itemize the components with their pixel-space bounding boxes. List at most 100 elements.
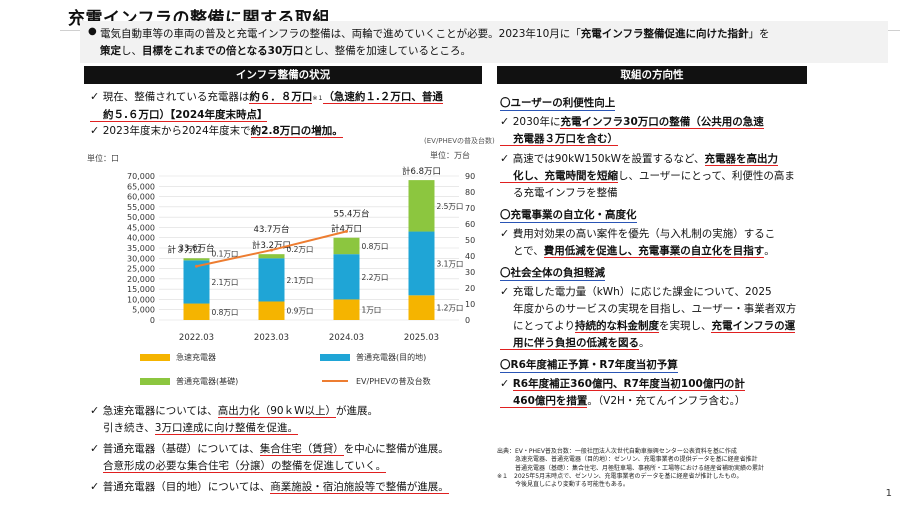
bottom-b1-b: が進展。 — [335, 405, 378, 417]
left-bottom-bullets: ✓ 急速充電器については、高出力化（90ｋW以上）が進展。 引き続き、3万口達成… — [90, 402, 500, 496]
y-tick-left: 55,000 — [127, 203, 155, 212]
bar-total-label: 計3.2万口 — [252, 240, 291, 251]
y-tick-left: 40,000 — [127, 234, 155, 243]
section-budget: 〇R6年度補正予算・R7年度当初予算 — [500, 359, 678, 373]
s2-b1-b: とで、 — [513, 245, 544, 257]
bar-value-label: 0.8万口 — [362, 242, 389, 251]
bottom-b3-a: 普通充電器（基礎）については、 — [102, 443, 260, 455]
s4-b1-u: R6年度補正360億円、R7年度当初100億円の計 — [512, 378, 745, 391]
s1-b2-b: し、ユーザーにとって、利便性の高ま — [618, 170, 795, 182]
s2-bullet-1: ✓ 費用対効果の高い案件を優先（与入札制の実施）するこ とで、費用低減を促進し、… — [500, 225, 805, 260]
bottom-b4-u: 合意形成の必要な集合住宅（分譲）の整備を促進していく。 — [103, 460, 387, 473]
s1-b1-u: 充電インフラ30万口の整備（公共用の急速 — [560, 116, 764, 129]
bar-rapid — [183, 303, 210, 320]
bar-destination — [258, 258, 285, 302]
y-tick-left: 30,000 — [127, 254, 155, 263]
bar-total-label: 計4万口 — [331, 224, 362, 235]
s2-b1-c: 。 — [764, 245, 775, 257]
y-tick-left: 15,000 — [127, 285, 155, 294]
bottom-bullet-2b: 合意形成の必要な集合住宅（分譲）の整備を促進していく。 — [90, 458, 500, 475]
check-icon: ✓ — [90, 90, 103, 103]
bottom-bullet-1b: 引き続き、3万口達成に向け整備を促進。 — [90, 420, 500, 437]
y-tick-left: 35,000 — [127, 244, 155, 253]
legend-label-destination: 普通充電器(目的地) — [356, 353, 427, 362]
s1-bullet-1: ✓ 2030年に充電インフラ30万口の整備（公共用の急速 充電器３万口を含む） — [500, 113, 805, 148]
s3-b1-c: にとってより — [513, 320, 575, 332]
s1-b2-c: る充電インフラを整備 — [513, 187, 618, 199]
y-tick-left: 70,000 — [127, 172, 155, 181]
s1-b1-u2: 充電器３万口を含む） — [500, 133, 618, 146]
bottom-b3-u: 集合住宅（賃貸） — [259, 443, 344, 456]
y-tick-right: 30 — [465, 268, 475, 277]
ev-value-label: 33.6万台 — [179, 243, 215, 254]
y-tick-right: 50 — [465, 236, 475, 245]
bar-basic — [258, 254, 285, 259]
y-tick-left: 5,000 — [132, 306, 155, 315]
s3-bullet-1: ✓ 充電した電力量（kWh）に応じた課金について、2025 年度からのサービスの… — [500, 283, 805, 352]
summary-line1: 電気自動車等の車両の普及と充電インフラの整備は、両輪で進めていくことが必要。20… — [100, 28, 581, 40]
left-b1-total: 約６．８万口 — [249, 91, 313, 104]
left-b1-line2: 約５.６万口）【2024年度末時点】 — [90, 109, 268, 122]
y-tick-left: 10,000 — [127, 295, 155, 304]
bottom-b2-a: 引き続き、 — [103, 422, 155, 434]
footnotes: 出典：EV・PHEV普及台数：一般社団法人次世代自動車振興センター公表資料を基に… — [497, 448, 817, 489]
left-b1-breakdown: （急速約１.２万口、普通 — [323, 91, 443, 104]
s3-b1-u: 持続的な料金制度 — [574, 320, 659, 333]
summary-guideline: 充電インフラ整備促進に向けた指針 — [580, 28, 749, 40]
y-tick-right: 90 — [465, 172, 475, 181]
y-tick-right: 10 — [465, 300, 475, 309]
bar-basic — [333, 237, 360, 255]
y-tick-left: 20,000 — [127, 275, 155, 284]
bar-total-label: 計３万口 — [167, 244, 201, 255]
bar-rapid — [333, 299, 360, 320]
footnote-3: 普通充電器（基礎）：集合住宅、月極駐車場、事務所・工場等における経産省補助実績の… — [497, 464, 765, 472]
y-tick-right: 70 — [465, 204, 475, 213]
infra-status-header: インフラ整備の状況 — [84, 66, 482, 84]
bar-total-label: 計6.8万口 — [402, 166, 441, 177]
x-tick-label: 2024.03 — [329, 333, 364, 343]
bar-value-label: 1.2万口 — [437, 304, 464, 313]
footnote-2: 急速充電器、普通充電器（目的地）：ゼンリン、充電事業者の提供データを基に経産省推… — [497, 456, 758, 464]
s3-b1-u3: 用に伴う負担の低減を図る — [500, 337, 639, 350]
s2-b1-a: 費用対効果の高い案件を優先（与入札制の実施）するこ — [512, 228, 776, 240]
s1-b2-a: 高速では90kW150kWを設置するなど、 — [512, 153, 705, 165]
legend-label-ev: EV/PHEVの普及台数 — [356, 377, 431, 386]
ev-point — [345, 229, 348, 233]
y-axis-unit-left: 単位：口 — [87, 153, 119, 163]
bottom-b2-u: 3万口達成に向け整備を促進。 — [154, 422, 298, 435]
s1-b2-u: 充電器を高出力 — [704, 153, 779, 166]
s3-b1-d: を実現し、 — [658, 320, 712, 332]
bottom-b1-a: 急速充電器については、 — [102, 405, 218, 417]
y-tick-right: 40 — [465, 252, 475, 261]
bar-rapid — [258, 301, 285, 320]
footnote-4: ※１ 2025年5月末時点で、ゼンリン、充電事業者のデータを基に経産省が推計した… — [497, 472, 743, 480]
ev-value-label: 55.4万台 — [334, 208, 370, 219]
y-tick-left: 50,000 — [127, 213, 155, 222]
summary-line2-a: し、 — [121, 45, 142, 57]
y-tick-right: 20 — [465, 284, 475, 293]
legend-swatch-rapid — [140, 354, 170, 361]
bottom-b1-u: 高出力化（90ｋW以上） — [217, 405, 336, 418]
left-b2-a: 2023年度末から2024年度末で — [102, 125, 251, 137]
check-icon: ✓ — [90, 404, 103, 417]
ev-point — [270, 248, 273, 252]
left-b1-a: 現在、整備されている充電器は — [102, 91, 250, 103]
summary-box — [80, 21, 888, 63]
y-tick-left: 0 — [150, 316, 155, 325]
footnote-1: 出典：EV・PHEV普及台数：一般社団法人次世代自動車振興センター公表資料を基に… — [497, 448, 737, 455]
y-axis-unit-right: 単位：万台 — [430, 150, 470, 160]
left-bullet-2: ✓ 2023年度末から2024年度末で約2.8万口の増加。 — [90, 122, 485, 140]
ev-value-label: 43.7万台 — [254, 224, 290, 235]
ev-point — [195, 264, 198, 268]
left-bullet-1: ✓ 現在、整備されている充電器は約６．８万口※１（急速約１.２万口、普通 約５.… — [90, 88, 485, 124]
s1-bullet-2: ✓ 高速では90kW150kWを設置するなど、充電器を高出力 化し、充電時間を短… — [500, 150, 805, 202]
chart-legend: 急速充電器 普通充電器(目的地) 普通充電器(基礎) EV/PHEVの普及台数 — [140, 352, 480, 392]
y-tick-left: 60,000 — [127, 193, 155, 202]
bar-value-label: 2.1万口 — [212, 278, 239, 287]
bar-destination — [333, 254, 360, 300]
bar-value-label: 0.9万口 — [287, 307, 314, 316]
s4-b1-u2: 460億円を措置 — [500, 395, 588, 408]
bar-destination — [408, 231, 435, 296]
section-burden-reduction: 〇社会全体の負担軽減 — [500, 267, 605, 281]
legend-label-basic: 普通充電器(基礎) — [176, 377, 239, 386]
